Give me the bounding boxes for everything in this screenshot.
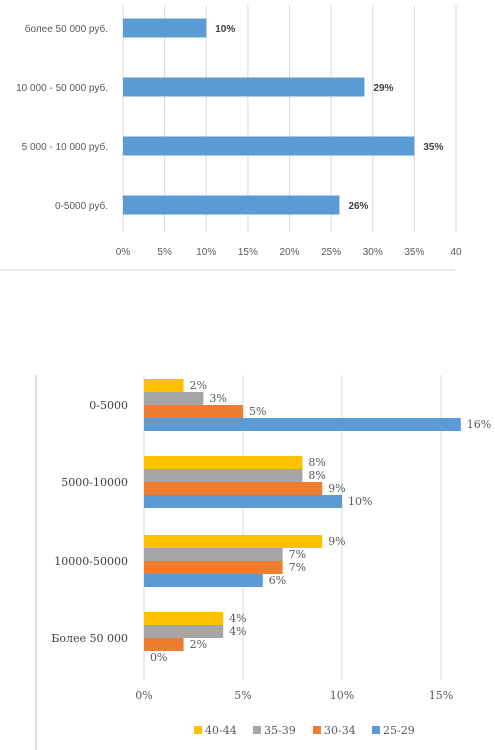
- bar: [144, 469, 303, 482]
- data-label: 7%: [289, 548, 306, 561]
- x-tick-label: 15%: [238, 247, 258, 258]
- bar: [123, 18, 207, 38]
- x-tick-label: 15%: [429, 689, 453, 702]
- data-label: 35%: [423, 142, 443, 153]
- legend-label: 25-29: [383, 724, 415, 737]
- legend-swatch: [253, 726, 261, 734]
- legend-swatch: [372, 726, 380, 734]
- x-tick-label: 20%: [279, 247, 299, 258]
- bar: [144, 405, 243, 418]
- category-label: 10000-50000: [54, 555, 128, 568]
- x-tick-label: 10%: [330, 689, 354, 702]
- data-label: 8%: [308, 469, 325, 482]
- legend-label: 30-34: [324, 724, 356, 737]
- bar: [123, 77, 365, 97]
- x-tick-label: 5%: [157, 247, 172, 258]
- bar: [144, 625, 224, 638]
- x-tick-label: 5%: [234, 689, 251, 702]
- data-label: 2%: [190, 379, 207, 392]
- age-income-bar-chart: 0% 5% 10% 15%2%3%5%16%0-50008%8%9%10%5000-1…: [35, 375, 491, 750]
- x-tick-label: 25%: [321, 247, 341, 258]
- data-label: 29%: [373, 83, 393, 94]
- data-label: 10%: [215, 24, 235, 35]
- data-label: 9%: [328, 482, 345, 495]
- data-label: 16%: [467, 418, 491, 431]
- data-label: 5%: [249, 405, 266, 418]
- data-label: 26%: [348, 201, 368, 212]
- income-bar-chart: 0% 5% 10% 15% 20% 25% 30% 35% 40 10% более 50 000 …: [0, 5, 462, 271]
- bar: [144, 482, 323, 495]
- bar: [144, 495, 342, 508]
- bar: [144, 638, 184, 651]
- x-tick-label: 0%: [116, 247, 131, 258]
- x-tick-label: 40: [450, 247, 462, 258]
- x-tick-label: 30%: [363, 247, 383, 258]
- category-label: 0-5000: [89, 399, 128, 412]
- bar: [144, 456, 303, 469]
- bar: [144, 379, 184, 392]
- bar: [144, 612, 224, 625]
- bar: [144, 548, 283, 561]
- legend-label: 35-39: [264, 724, 296, 737]
- x-tick-label: 10%: [196, 247, 216, 258]
- bar: [144, 574, 263, 587]
- bar: [144, 535, 323, 548]
- data-label: 4%: [229, 625, 246, 638]
- bar: [123, 195, 340, 215]
- bar: [123, 136, 415, 156]
- data-label: 7%: [289, 561, 306, 574]
- legend-label: 40-44: [205, 724, 237, 737]
- category-label: 5 000 - 10 000 руб.: [22, 141, 108, 153]
- data-label: 4%: [229, 612, 246, 625]
- x-tick-label: 35%: [404, 247, 424, 258]
- data-label: 10%: [348, 495, 372, 508]
- category-label: 5000-10000: [61, 476, 128, 489]
- data-label: 3%: [209, 392, 226, 405]
- category-label: 10 000 - 50 000 руб.: [16, 82, 108, 94]
- data-label: 9%: [328, 535, 345, 548]
- data-label: 0%: [150, 651, 167, 664]
- legend-swatch: [313, 726, 321, 734]
- bar: [144, 418, 461, 431]
- bar: [144, 392, 204, 405]
- bar: [144, 561, 283, 574]
- category-label: Более 50 000: [51, 632, 128, 645]
- data-label: 8%: [308, 456, 325, 469]
- x-tick-label: 0%: [135, 689, 152, 702]
- legend-swatch: [194, 726, 202, 734]
- data-label: 6%: [269, 574, 286, 587]
- category-label: более 50 000 руб.: [25, 23, 108, 35]
- category-label: 0-5000 руб.: [55, 200, 108, 212]
- data-label: 2%: [190, 638, 207, 651]
